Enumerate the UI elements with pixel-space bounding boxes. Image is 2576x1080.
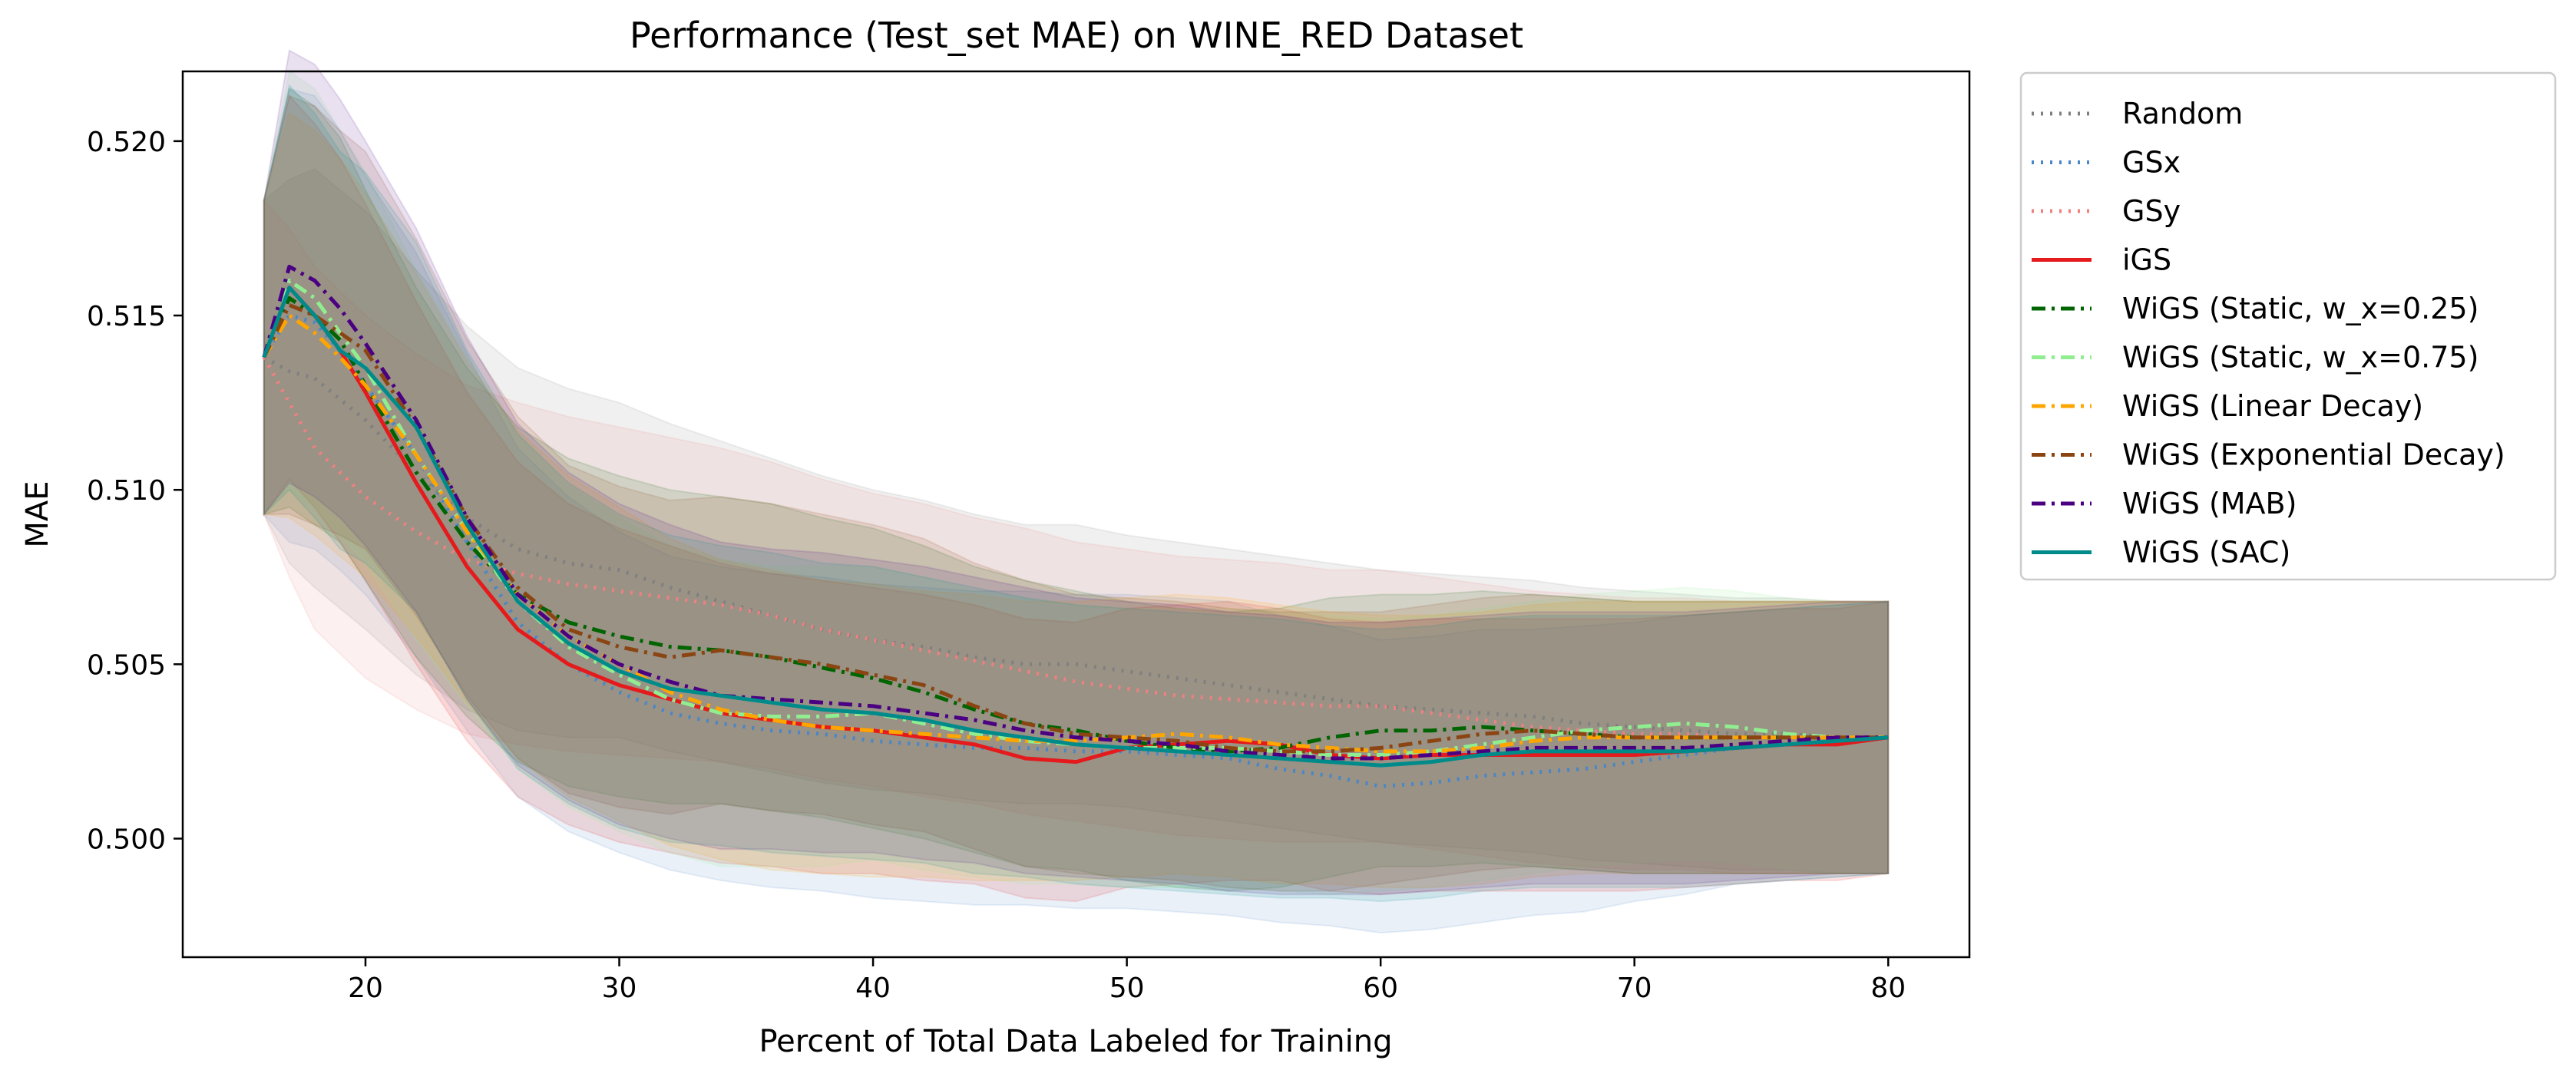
legend-label-gsx: GSx: [2122, 146, 2181, 180]
legend-label-wigs-linear-decay: WiGS (Linear Decay): [2122, 389, 2423, 423]
plot-frame: [181, 70, 1971, 959]
line-wigs-mab: [262, 264, 1889, 761]
line-igs: [262, 286, 1889, 765]
x-tick-label: 40: [855, 973, 891, 1004]
x-tick-label: 50: [1109, 973, 1145, 1004]
chart-title: Performance (Test_set MAE) on WINE_RED D…: [630, 15, 1523, 56]
line-wigs-sac: [262, 286, 1889, 768]
x-axis-ticks: 20 30 40 50 60 70 80: [348, 957, 1906, 1004]
legend-label-random: Random: [2122, 97, 2243, 130]
legend: Random GSx GSy iGS WiGS (Static, w_x=0.25) Wi…: [2019, 71, 2557, 581]
y-tick-label: 0.520: [87, 127, 166, 158]
x-tick-label: 30: [602, 973, 637, 1004]
x-tick-label: 60: [1363, 973, 1398, 1004]
y-tick-label: 0.500: [87, 824, 166, 856]
band-gsx: [263, 88, 1890, 934]
x-tick-label: 20: [348, 973, 383, 1004]
legend-label-wigs-static-w-x-0-25: WiGS (Static, w_x=0.25): [2122, 292, 2478, 325]
x-tick-label: 80: [1870, 973, 1906, 1004]
y-tick-label: 0.515: [87, 301, 166, 332]
legend-frame: [2019, 71, 2557, 581]
line-wigs-linear-decay: [262, 313, 1889, 754]
y-axis-label: MAE: [20, 481, 55, 547]
y-tick-label: 0.510: [87, 475, 166, 507]
y-axis-ticks: 0.500 0.505 0.510 0.515 0.520: [87, 127, 183, 856]
band-gsy: [263, 198, 1890, 874]
x-tick-label: 70: [1617, 973, 1652, 1004]
legend-label-wigs-static-w-x-0-75: WiGS (Static, w_x=0.75): [2122, 341, 2478, 375]
legend-label-wigs-exponential-decay: WiGS (Exponential Decay): [2122, 438, 2505, 472]
legend-label-wigs-mab: WiGS (MAB): [2122, 487, 2297, 520]
y-tick-label: 0.505: [87, 649, 166, 681]
series-lines: [262, 264, 1889, 788]
legend-label-wigs-sac: WiGS (SAC): [2122, 536, 2290, 570]
legend-label-gsy: GSy: [2122, 194, 2181, 228]
x-axis-label: Percent of Total Data Labeled for Traini…: [759, 1024, 1392, 1059]
line-wigs-exponential-decay: [262, 302, 1889, 754]
legend-label-igs: iGS: [2122, 243, 2171, 277]
